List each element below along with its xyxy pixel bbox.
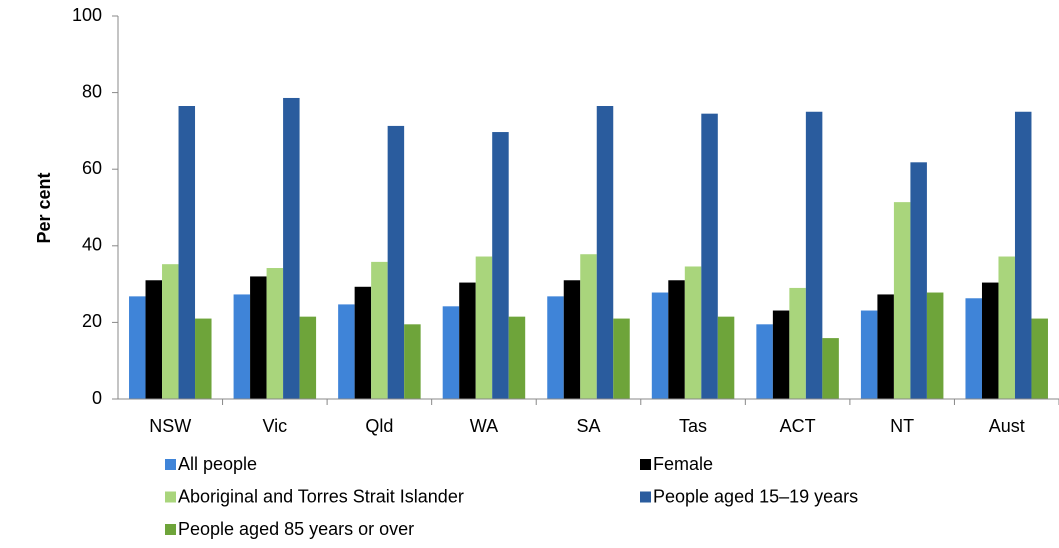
bar: [822, 338, 839, 399]
x-tick-label: Vic: [262, 416, 287, 436]
bar: [668, 280, 685, 399]
bar: [283, 97, 300, 399]
bar: [910, 162, 927, 399]
legend-swatch: [640, 491, 651, 503]
bar: [1014, 111, 1032, 399]
bar: [547, 296, 564, 399]
legend-label: All people: [178, 454, 257, 474]
bar: [893, 202, 911, 399]
bar: [299, 316, 317, 399]
legend-label: People aged 85 years or over: [178, 519, 414, 539]
bar: [563, 280, 581, 399]
bar: [580, 254, 597, 399]
bar: [981, 282, 999, 399]
y-tick-label: 0: [92, 388, 102, 408]
bar: [1031, 318, 1048, 399]
bar: [613, 318, 630, 399]
legend-swatch: [640, 459, 651, 470]
bar: [805, 111, 823, 399]
bar: [266, 268, 284, 399]
bar: [178, 106, 196, 399]
bar: [195, 318, 212, 399]
bar: [717, 316, 735, 399]
y-tick-label: 40: [82, 235, 102, 255]
x-tick-label: NT: [890, 416, 914, 436]
bar: [233, 294, 251, 399]
bar: [877, 294, 894, 399]
y-tick-label: 20: [82, 311, 102, 331]
bar: [998, 256, 1015, 399]
bar: [701, 113, 718, 399]
legend-label: Aboriginal and Torres Strait Islander: [178, 486, 464, 506]
bar: [684, 266, 702, 399]
y-tick-label: 100: [72, 5, 102, 25]
x-tick-label: Tas: [679, 416, 707, 436]
x-tick-label: WA: [470, 416, 498, 436]
bar: [475, 256, 493, 399]
bar: [459, 282, 476, 399]
bar: [508, 316, 526, 399]
bar: [772, 310, 790, 399]
bar: [596, 106, 614, 399]
bar: [442, 306, 460, 399]
y-tick-label: 60: [82, 158, 102, 178]
bar: [492, 132, 509, 399]
y-axis-label: Per cent: [34, 172, 54, 243]
bar: [250, 276, 267, 399]
legend-label: People aged 15–19 years: [653, 486, 858, 506]
bar: [860, 310, 878, 399]
bar: [789, 287, 806, 399]
x-tick-label: ACT: [780, 416, 816, 436]
bar: [651, 292, 669, 399]
bar: [145, 280, 163, 399]
bar: [926, 292, 944, 399]
bar: [756, 324, 773, 399]
legend-swatch: [165, 524, 176, 535]
x-tick-label: Aust: [989, 416, 1025, 436]
x-tick-label: SA: [576, 416, 600, 436]
legend-swatch: [165, 459, 176, 470]
bar: [387, 125, 405, 400]
bar: [371, 261, 388, 399]
bar: [338, 304, 355, 399]
legend-swatch: [165, 491, 176, 503]
y-tick-label: 80: [82, 81, 102, 101]
x-tick-label: Qld: [365, 416, 393, 436]
x-tick-label: NSW: [149, 416, 191, 436]
bar: [354, 286, 372, 399]
bar: [404, 324, 421, 399]
bar: [965, 298, 982, 399]
legend-label: Female: [653, 454, 713, 474]
bar: [162, 264, 179, 399]
bar: [129, 296, 146, 399]
